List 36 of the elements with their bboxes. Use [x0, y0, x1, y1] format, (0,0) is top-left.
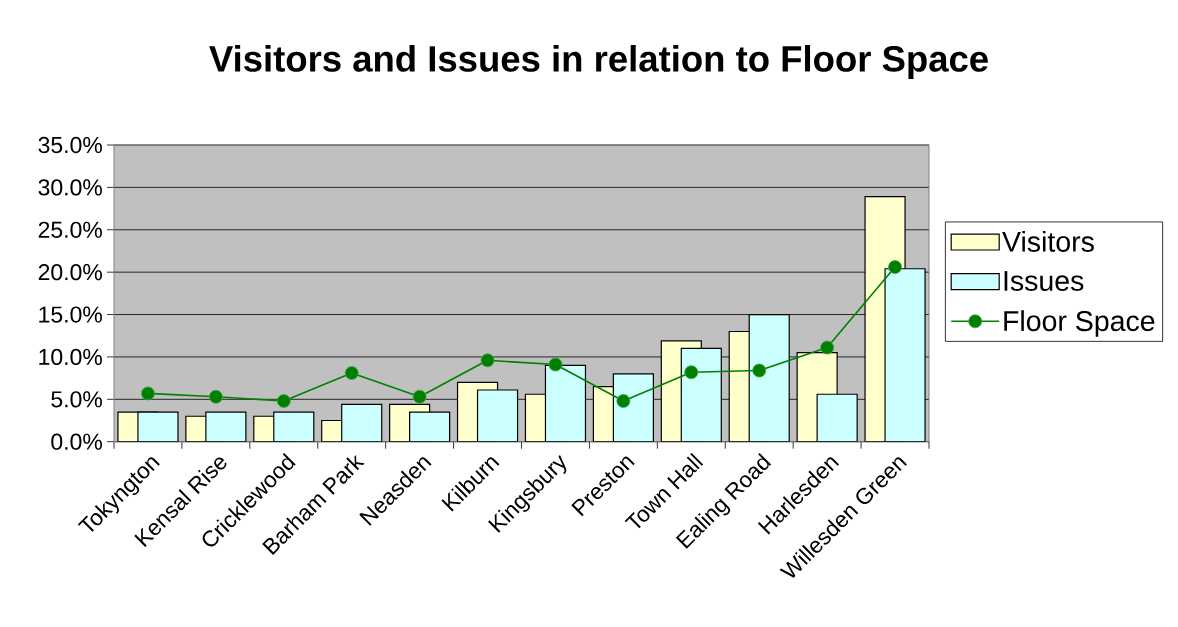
point [208, 389, 223, 404]
bar [544, 364, 587, 442]
bar [748, 313, 790, 442]
y-tick-label: 30.0% [38, 179, 102, 196]
y-tick-label: 20.0% [38, 264, 102, 281]
bar [409, 411, 451, 442]
point [344, 366, 359, 380]
bar [137, 411, 179, 442]
point [684, 365, 699, 380]
point [888, 260, 902, 274]
point [548, 357, 563, 372]
y-tick-label: 35.0% [38, 136, 102, 154]
point [480, 353, 495, 368]
legend-label: Floor Space [1004, 310, 1155, 337]
point [276, 394, 291, 408]
legend-label: Issues [1004, 271, 1084, 291]
point [141, 386, 155, 401]
bar [273, 411, 315, 442]
point [820, 340, 835, 355]
bar [476, 389, 519, 442]
point [752, 363, 767, 378]
bar [205, 411, 247, 442]
y-tick-label: 0.0% [51, 433, 102, 450]
bar [884, 268, 926, 442]
legend-label: Visitors [1002, 230, 1094, 252]
bar [612, 373, 654, 442]
y-tick-label: 5.0% [51, 391, 102, 408]
y-tick-label: 15.0% [39, 306, 102, 323]
bar [680, 347, 722, 442]
point [616, 394, 631, 408]
point [412, 389, 427, 404]
y-tick-label: 25.0% [38, 221, 102, 238]
bar [341, 403, 383, 442]
bar [816, 393, 858, 442]
chart-title: Visitors and Issues in relation to Floor Space [209, 44, 988, 80]
y-tick-label: 10.0% [39, 348, 102, 366]
